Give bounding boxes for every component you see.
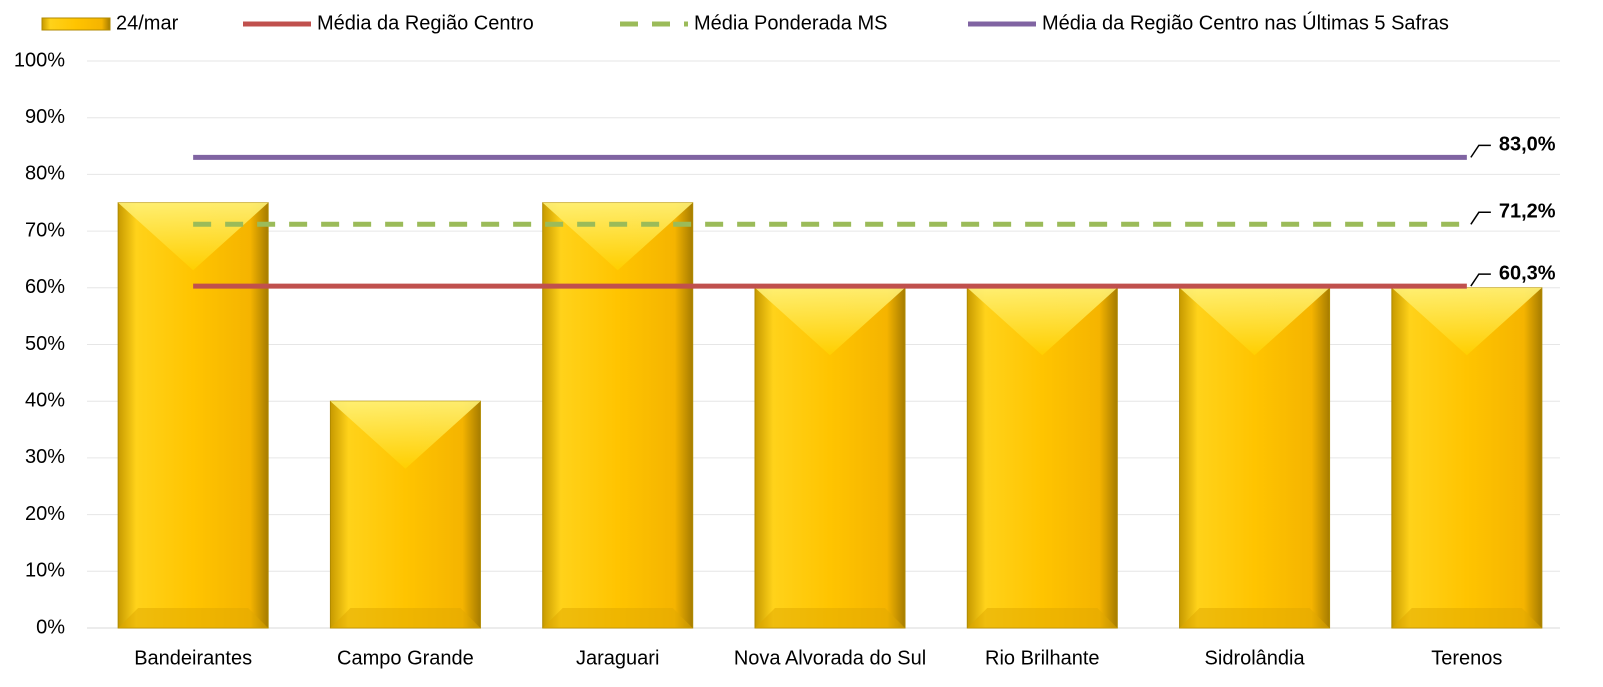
data-label: 60,3%: [1499, 262, 1556, 284]
y-tick-label: 70%: [25, 219, 65, 241]
bar-bevel: [1179, 608, 1330, 628]
y-tick-label: 30%: [25, 446, 65, 468]
bar-bevel: [755, 287, 905, 356]
bar-bevel: [967, 608, 1118, 628]
data-label: 83,0%: [1499, 134, 1556, 156]
bar-bevel: [118, 202, 269, 271]
legend-label: Média da Região Centro: [317, 12, 534, 34]
bar: [117, 202, 269, 629]
y-tick-label: 10%: [25, 560, 65, 582]
data-label: 71,2%: [1499, 201, 1556, 223]
y-tick-label: 50%: [25, 333, 65, 355]
legend-label: Média Ponderada MS: [694, 12, 887, 34]
bar-bevel: [1391, 608, 1542, 628]
y-tick-label: 100%: [14, 49, 65, 71]
x-tick-label: Bandeirantes: [134, 647, 252, 669]
bar-bevel: [118, 608, 269, 628]
legend-swatch: [41, 17, 111, 31]
y-tick-label: 40%: [25, 389, 65, 411]
y-tick-label: 60%: [25, 276, 65, 298]
x-tick-label: Terenos: [1431, 647, 1502, 669]
bar-bevel: [755, 608, 905, 628]
legend-label: Média da Região Centro nas Últimas 5 Saf…: [1042, 11, 1449, 34]
y-tick-label: 0%: [36, 616, 65, 638]
bar: [542, 202, 694, 629]
x-tick-label: Rio Brilhante: [985, 647, 1100, 669]
bar-bevel: [542, 202, 693, 271]
x-tick-label: Nova Alvorada do Sul: [734, 647, 926, 669]
y-tick-label: 80%: [25, 163, 65, 185]
bar-bevel: [542, 608, 693, 628]
y-tick-label: 20%: [25, 503, 65, 525]
bar-bevel: [1391, 287, 1542, 356]
bar-bevel: [1179, 287, 1330, 356]
label-leader: [1470, 211, 1491, 225]
bar-bevel: [330, 608, 481, 628]
x-tick-label: Jaraguari: [576, 647, 659, 669]
x-tick-label: Sidrolândia: [1205, 647, 1306, 669]
label-leader: [1470, 273, 1491, 287]
x-tick-label: Campo Grande: [337, 647, 474, 669]
bar-bevel: [967, 287, 1118, 356]
legend-label: 24/mar: [116, 12, 179, 34]
label-leader: [1470, 144, 1491, 158]
bar-bevel: [330, 401, 481, 469]
y-tick-label: 90%: [25, 106, 65, 128]
